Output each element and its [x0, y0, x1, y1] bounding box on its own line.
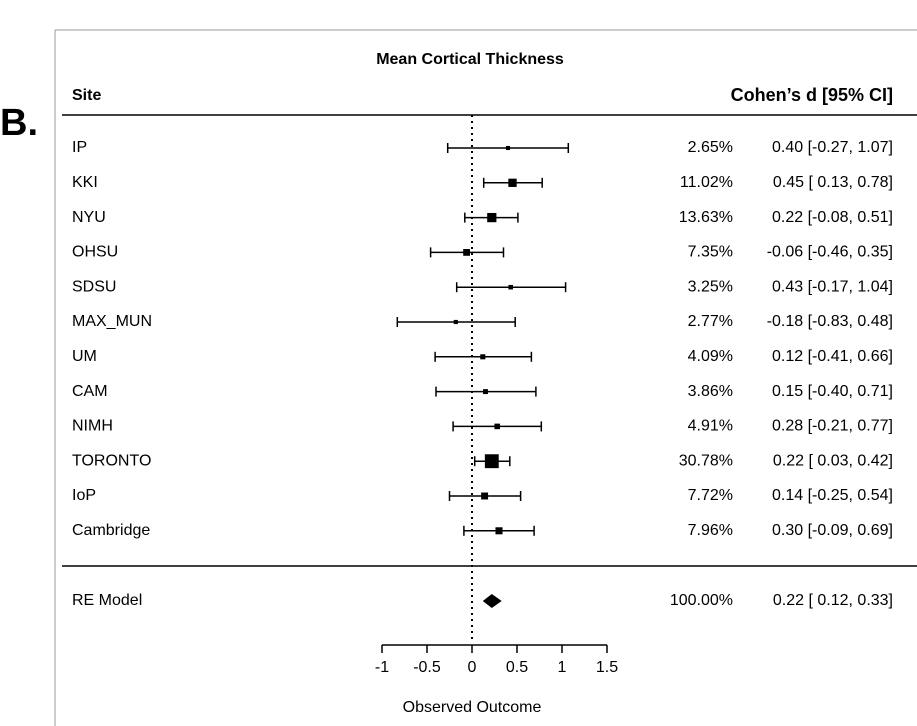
- site-label: NYU: [72, 209, 106, 226]
- site-label: CAM: [72, 383, 108, 400]
- panel-label: B.: [0, 102, 38, 144]
- estimate-square: [480, 354, 486, 360]
- ci-label: 0.45 [ 0.13, 0.78]: [773, 174, 893, 191]
- site-label: TORONTO: [72, 452, 151, 469]
- estimate-square: [463, 249, 470, 256]
- weight-label: 4.09%: [688, 348, 733, 365]
- ci-label: 0.12 [-0.41, 0.66]: [772, 348, 893, 365]
- x-tick-label: 0: [468, 659, 477, 676]
- ci-label: 0.43 [-0.17, 1.04]: [772, 278, 893, 295]
- x-tick-label: -1: [375, 659, 389, 676]
- x-tick-label: -0.5: [413, 659, 441, 676]
- site-label: SDSU: [72, 278, 116, 295]
- weight-label: 2.77%: [688, 313, 733, 330]
- estimate-square: [483, 389, 488, 395]
- site-label: Cambridge: [72, 522, 150, 539]
- weight-label: 7.96%: [688, 522, 733, 539]
- weight-label: 30.78%: [679, 452, 733, 469]
- site-label: OHSU: [72, 244, 118, 261]
- ci-label: 0.22 [ 0.03, 0.42]: [773, 452, 893, 469]
- weight-label: 11.02%: [680, 174, 733, 191]
- summary-diamond: [482, 594, 502, 608]
- site-label: IoP: [72, 487, 96, 504]
- label-header: Site: [72, 87, 101, 104]
- site-label: UM: [72, 348, 97, 365]
- ci-label: 0.30 [-0.09, 0.69]: [772, 522, 893, 539]
- estimate-square: [453, 319, 458, 325]
- x-axis-label: Observed Outcome: [403, 699, 542, 716]
- weight-label: 7.35%: [688, 244, 733, 261]
- site-label: MAX_MUN: [72, 313, 152, 330]
- site-label: KKI: [72, 174, 98, 191]
- estimate-square: [508, 178, 517, 187]
- ci-label: 0.40 [-0.27, 1.07]: [772, 139, 893, 156]
- estimate-square: [495, 527, 503, 535]
- value-header: Cohen’s d [95% CI]: [731, 85, 893, 105]
- x-tick-label: 0.5: [506, 659, 528, 676]
- weight-label: 3.86%: [688, 383, 733, 400]
- ci-label: 0.28 [-0.21, 0.77]: [772, 418, 893, 435]
- estimate-square: [508, 284, 513, 290]
- x-tick-label: 1: [558, 659, 567, 676]
- estimate-square: [494, 423, 500, 430]
- weight-label: 7.72%: [688, 487, 733, 504]
- estimate-square: [505, 145, 511, 151]
- weight-label: 2.65%: [688, 139, 733, 156]
- ci-label: 0.14 [-0.25, 0.54]: [772, 487, 893, 504]
- ci-label: 0.22 [-0.08, 0.51]: [772, 209, 893, 226]
- ci-label: -0.06 [-0.46, 0.35]: [767, 244, 893, 261]
- site-label: NIMH: [72, 418, 113, 435]
- weight-label: 4.91%: [688, 418, 733, 435]
- ci-label: 0.15 [-0.40, 0.71]: [772, 383, 893, 400]
- summary-weight: 100.00%: [670, 592, 733, 609]
- summary-label: RE Model: [72, 592, 142, 609]
- summary-ci: 0.22 [ 0.12, 0.33]: [773, 592, 893, 609]
- ci-label: -0.18 [-0.83, 0.48]: [767, 313, 893, 330]
- x-tick-label: 1.5: [596, 659, 618, 676]
- weight-label: 3.25%: [688, 278, 733, 295]
- weight-label: 13.63%: [679, 209, 733, 226]
- chart-title: Mean Cortical Thickness: [376, 51, 564, 68]
- estimate-square: [487, 212, 497, 223]
- estimate-square: [484, 454, 499, 469]
- estimate-square: [481, 492, 489, 500]
- site-label: IP: [72, 139, 87, 156]
